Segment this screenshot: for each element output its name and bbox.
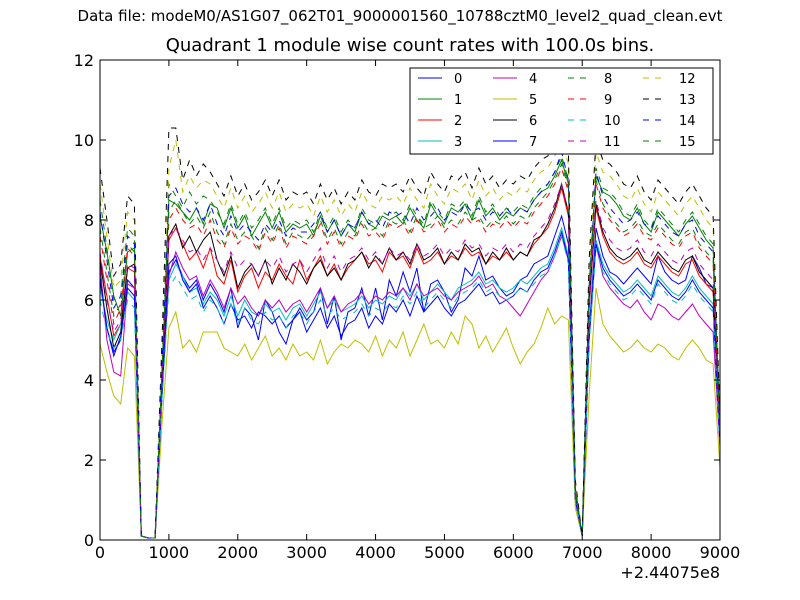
legend-label-4: 4 xyxy=(529,72,537,87)
legend-label-7: 7 xyxy=(529,135,537,150)
series-line-13 xyxy=(99,122,721,539)
legend xyxy=(409,67,714,155)
series-line-8 xyxy=(99,154,721,539)
legend-label-1: 1 xyxy=(454,93,462,108)
series-line-10 xyxy=(99,234,721,539)
series-line-14 xyxy=(99,150,721,539)
legend-label-9: 9 xyxy=(604,93,612,108)
legend-label-10: 10 xyxy=(604,114,621,129)
y-tick-label: 10 xyxy=(74,131,94,150)
legend-label-8: 8 xyxy=(604,72,612,87)
legend-label-6: 6 xyxy=(529,114,537,129)
y-tick-label: 0 xyxy=(84,531,94,550)
x-tick-label: 8000 xyxy=(631,543,672,562)
x-tick-label: 6000 xyxy=(493,543,534,562)
series-line-3 xyxy=(99,226,721,539)
series-line-9 xyxy=(99,166,721,539)
x-offset-label: +2.44075e8 xyxy=(620,563,720,582)
series-line-5 xyxy=(99,287,721,539)
legend-label-2: 2 xyxy=(454,114,462,129)
x-tick-label: 7000 xyxy=(562,543,603,562)
series-line-0 xyxy=(99,214,721,539)
y-tick-label: 8 xyxy=(84,211,94,230)
x-tick-label: 4000 xyxy=(355,543,396,562)
chart-title: Quadrant 1 module wise count rates with … xyxy=(165,35,655,56)
legend-label-15: 15 xyxy=(679,135,696,150)
series-line-11 xyxy=(99,182,721,539)
y-tick-label: 2 xyxy=(84,451,94,470)
series-line-15 xyxy=(99,162,721,539)
y-tick-label: 4 xyxy=(84,371,94,390)
x-tick-label: 5000 xyxy=(424,543,465,562)
y-tick-label: 12 xyxy=(74,51,94,70)
legend-label-0: 0 xyxy=(454,72,462,87)
series-line-2 xyxy=(99,186,721,539)
x-tick-label: 0 xyxy=(95,543,105,562)
series-line-6 xyxy=(99,182,721,539)
series-line-7 xyxy=(99,230,721,539)
legend-label-11: 11 xyxy=(604,135,621,150)
figure-suptitle: Data file: modeM0/AS1G07_062T01_90000015… xyxy=(77,7,723,25)
legend-label-3: 3 xyxy=(454,135,462,150)
series-line-4 xyxy=(99,234,721,539)
x-tick-label: 2000 xyxy=(217,543,258,562)
series-line-1 xyxy=(99,158,721,539)
legend-label-5: 5 xyxy=(529,93,537,108)
x-tick-label: 9000 xyxy=(700,543,741,562)
series-line-12 xyxy=(99,138,721,539)
legend-label-14: 14 xyxy=(679,114,696,129)
x-tick-label: 1000 xyxy=(149,543,190,562)
y-tick-label: 6 xyxy=(84,291,94,310)
x-tick-label: 3000 xyxy=(286,543,327,562)
legend-label-12: 12 xyxy=(679,72,696,87)
legend-label-13: 13 xyxy=(679,93,696,108)
